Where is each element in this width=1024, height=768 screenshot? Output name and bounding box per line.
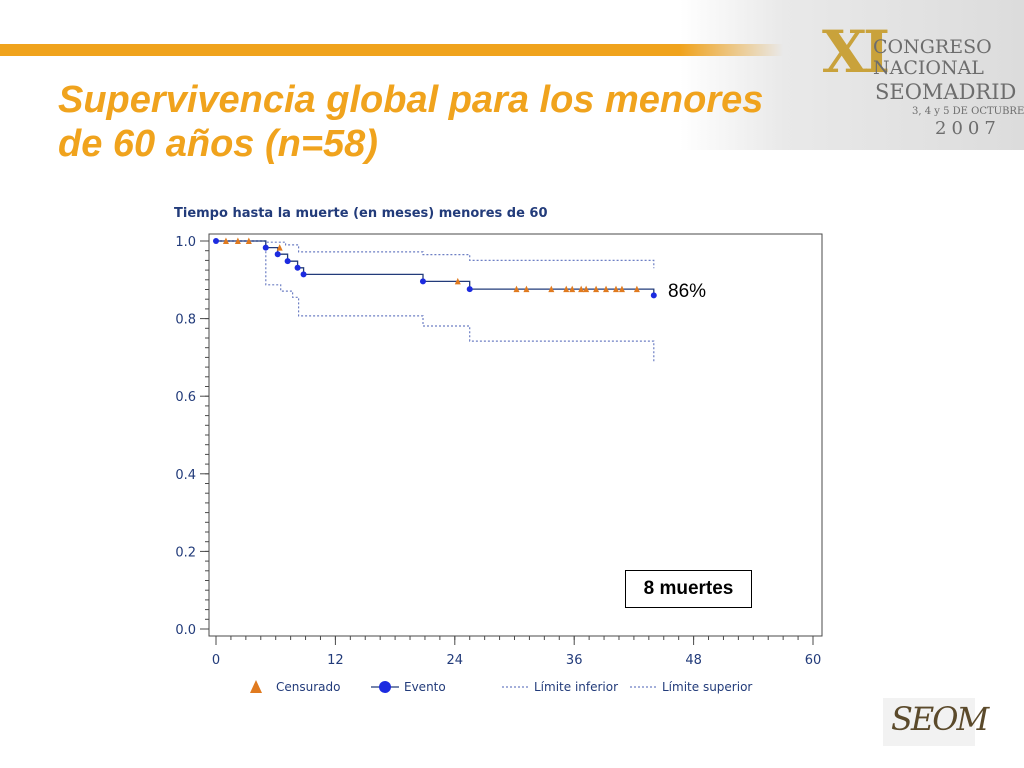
seom-logo: SEOM [883,698,989,746]
censored-marker [569,285,576,293]
congress-logo-line-1: CONGRESO [873,36,992,58]
event-marker [300,271,307,278]
legend-censored-label: Censurado [276,680,340,694]
y-tick-label: 0.4 [175,468,196,483]
censored-marker [563,285,570,293]
legend-group: Censurado Evento Límite inferior Límite sup… [250,680,752,694]
y-tick-label: 0.8 [175,313,196,328]
event-marker [294,264,301,271]
deaths-count-box: 8 muertes [625,570,752,608]
congress-logo-line-5: 2007 [935,118,1001,139]
slide-title: Supervivencia global para los menores de… [58,78,918,166]
chart-title: Tiempo hasta la muerte (en meses) menore… [174,206,548,221]
markers-group [213,237,657,299]
congress-logo-line-2: NACIONAL [873,57,984,79]
y-tick-label: 0.2 [175,545,196,560]
seom-logo-text: SEOM [891,700,989,738]
congress-logo-line-4: 3, 4 y 5 DE OCTUBRE [912,106,1024,117]
x-tick-label: 60 [805,653,822,668]
event-marker [274,251,281,258]
censored-marker [222,237,229,244]
censored-marker [276,244,283,251]
censored-marker [454,277,461,285]
event-marker [419,278,426,285]
y-tick-label: 0.6 [175,390,196,405]
legend-event-label: Evento [404,680,446,694]
censored-marker [234,237,241,244]
upper-limit-line [216,240,655,269]
censored-marker [612,285,619,293]
event-marker [284,258,291,265]
censored-marker [523,285,530,293]
legend-event-symbol [379,681,391,693]
censored-marker [603,285,610,293]
top-accent-bar [0,44,820,56]
lower-limit-line [216,240,655,362]
congress-logo: XI CONGRESO NACIONAL SEOMADRID 3, 4 y 5 … [680,0,1024,150]
censored-marker [633,285,640,293]
x-tick-label: 48 [685,653,702,668]
legend-censored-symbol [250,680,262,693]
confidence-bands-group [216,240,655,362]
slide-title-line-1: Supervivencia global para los menores [58,79,764,121]
x-tick-label: 0 [212,653,220,668]
censored-marker [548,285,555,293]
x-tick-label: 36 [566,653,583,668]
event-marker [262,244,269,251]
final-survival-annotation: 86% [668,281,707,302]
x-tick-label: 12 [327,653,344,668]
censored-marker [583,285,590,293]
censored-marker [578,285,585,293]
censored-marker [245,237,252,244]
censored-marker [618,285,625,293]
event-marker [650,292,657,299]
y-tick-label: 0.0 [175,623,196,638]
censored-marker [593,285,600,293]
x-tick-label: 24 [447,653,464,668]
legend-lower-label: Límite inferior [534,680,618,694]
y-tick-label: 1.0 [175,235,196,250]
congress-logo-background [680,0,1024,150]
slide-title-line-2: de 60 años (n=58) [58,123,378,165]
event-marker [466,286,473,293]
legend-upper-label: Límite superior [662,680,752,694]
event-marker [213,238,219,244]
congress-logo-line-3: SEOMADRID [875,80,1017,104]
axis-ticks-group: 0.0 0.2 0.4 0.6 0.8 1.0 0 12 24 36 48 60 [175,233,823,668]
congress-logo-roman-numeral: XI [822,18,890,86]
censored-marker [513,285,520,293]
